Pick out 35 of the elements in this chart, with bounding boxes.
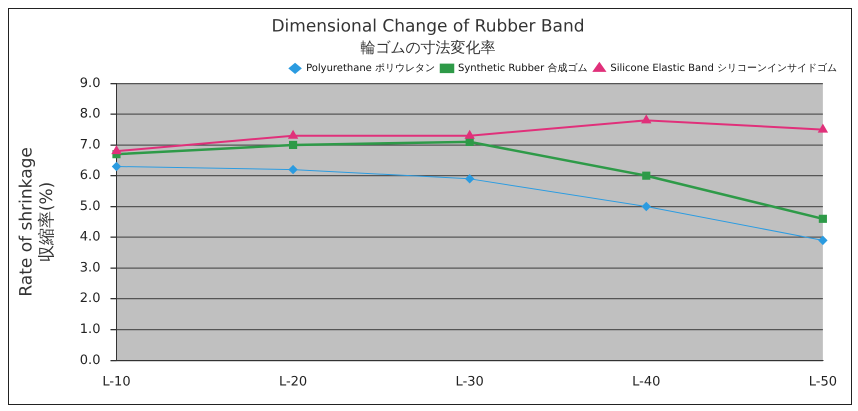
point [112,146,121,154]
legend-label: Polyurethane ポリウレタン [306,62,436,74]
point [112,162,121,171]
chart-title: Dimensional Change of Rubber Band [271,16,585,37]
y-tick-label: 4.0 [80,230,100,245]
y-tick-label: 3.0 [80,260,100,276]
y-tick-label: 8.0 [80,106,100,122]
y-tick-label: 2.0 [80,291,100,306]
y-tick-label: 6.0 [80,168,100,184]
x-tick-label: L-50 [808,374,837,390]
point [818,236,828,245]
chart-subtitle: 輪ゴムの寸法変化率 [360,38,496,56]
legend-label: Synthetic Rubber 合成ゴム [458,62,588,74]
x-tick-label: L-20 [278,374,308,390]
point [642,115,651,124]
point [818,214,827,223]
y-tick-label: 5.0 [80,198,100,214]
point [642,172,650,180]
y-tick-label: 9.0 [80,76,100,91]
point [465,130,474,139]
point [288,130,298,139]
point [466,138,474,146]
y-tick-label: 7.0 [80,137,100,152]
point [818,124,828,133]
point [288,140,298,150]
y-tick-label: 0.0 [80,352,100,368]
legend-label: Silicone Elastic Band シリコーンインサイドゴム [610,62,838,74]
x-tick-label: L-30 [456,374,484,390]
point [642,202,651,212]
y-axis-title: Rate of shrinkage 収縮率(%) [16,147,58,297]
y-tick-label: 1.0 [80,322,100,337]
x-tick-label: L-10 [102,374,131,390]
x-tick-label: L-40 [632,374,660,390]
point [465,174,474,184]
point [288,165,298,174]
